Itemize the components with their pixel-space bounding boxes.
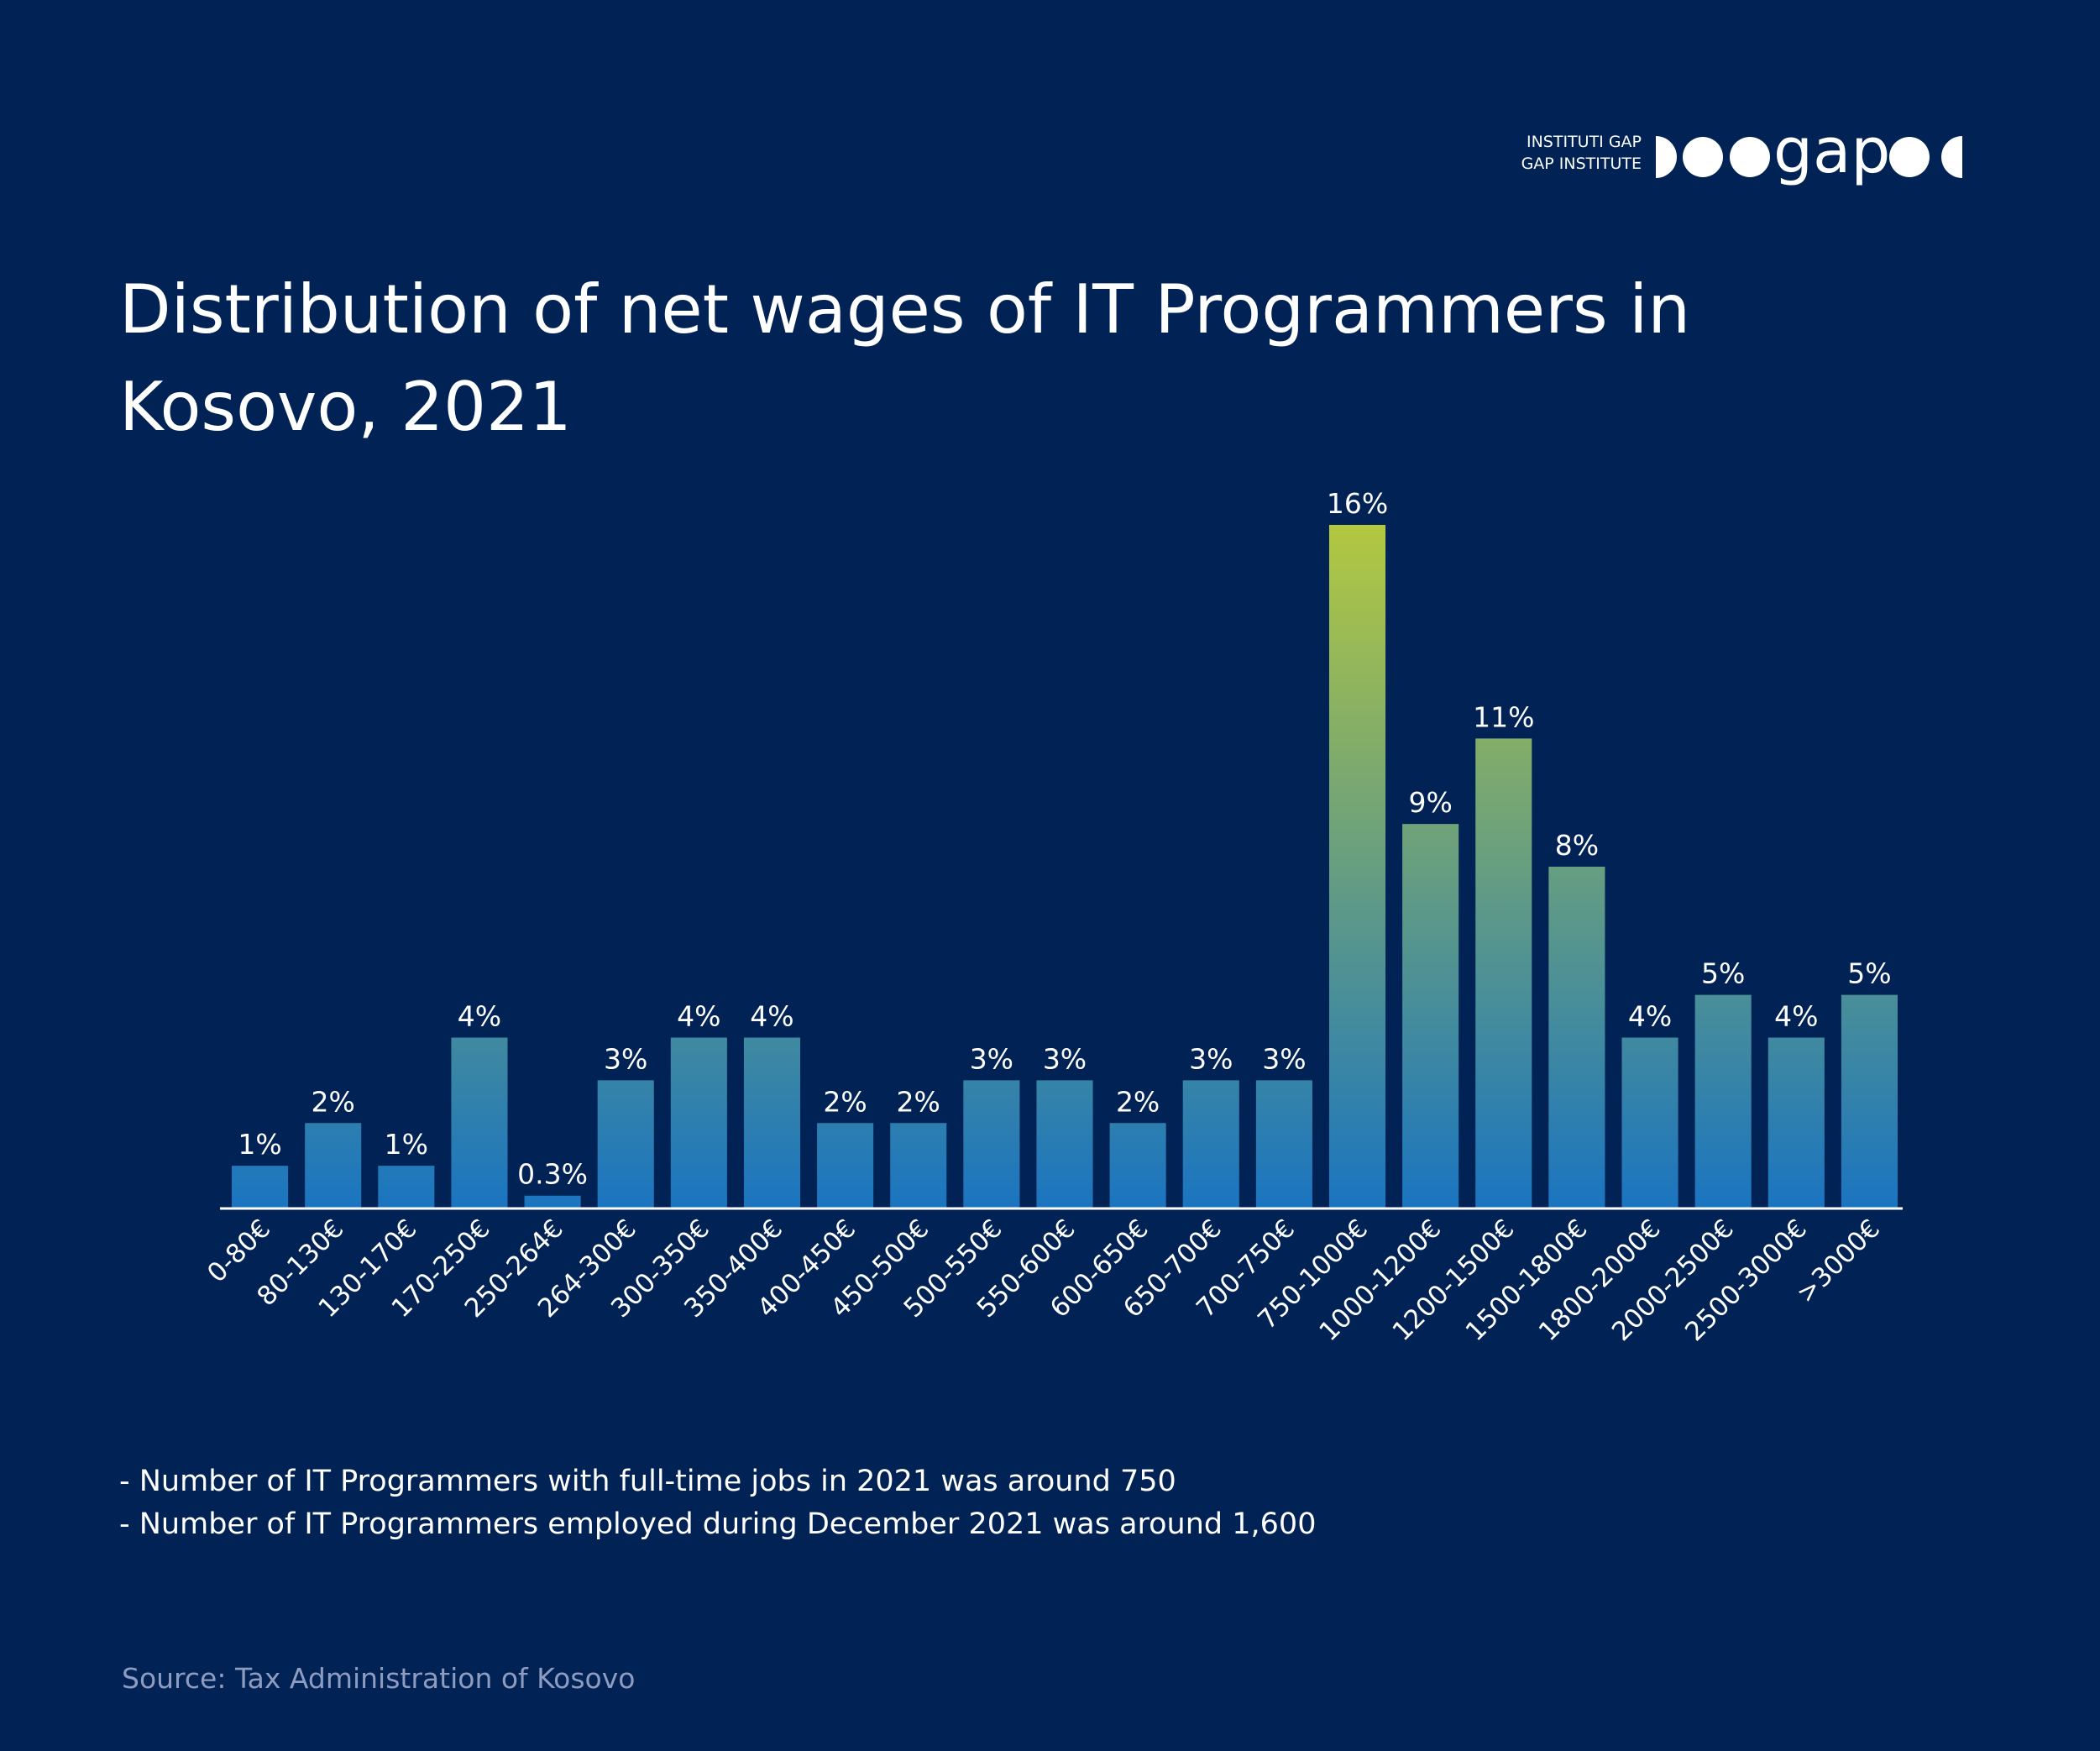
data-label: 8% — [1555, 829, 1599, 862]
bar — [743, 1037, 801, 1208]
logo-line: INSTITUTI GAP — [1527, 133, 1642, 151]
bar — [305, 1123, 362, 1208]
bar — [1841, 994, 1898, 1208]
chart-title: Kosovo, 2021 — [119, 368, 572, 446]
bar — [1182, 1080, 1239, 1208]
bar — [1767, 1037, 1825, 1208]
bar — [1109, 1123, 1166, 1208]
bar — [1328, 525, 1386, 1208]
bar — [1255, 1080, 1312, 1208]
bar — [597, 1080, 654, 1208]
logo-mark — [1656, 136, 1962, 178]
data-label: 1% — [385, 1128, 428, 1161]
note: - Number of IT Programmers with full-tim… — [119, 1465, 1176, 1498]
data-label: 2% — [897, 1085, 940, 1118]
data-label: 11% — [1473, 700, 1534, 733]
data-label: 4% — [1774, 1000, 1818, 1033]
bar — [963, 1080, 1020, 1208]
data-label: 3% — [604, 1042, 647, 1075]
data-label: 0.3% — [517, 1158, 588, 1191]
bar — [1036, 1080, 1093, 1208]
bar — [378, 1166, 435, 1208]
bar — [524, 1195, 581, 1208]
data-label: 4% — [750, 1000, 793, 1033]
source: Source: Tax Administration of Kosovo — [122, 1662, 635, 1695]
data-label: 16% — [1327, 487, 1388, 520]
data-label: 3% — [1262, 1042, 1306, 1075]
bar — [670, 1037, 727, 1208]
data-label: 4% — [458, 1000, 501, 1033]
data-label: 5% — [1701, 957, 1745, 990]
logo-line: GAP INSTITUTE — [1521, 155, 1642, 173]
data-label: 4% — [677, 1000, 720, 1033]
bar — [1694, 994, 1752, 1208]
note: - Number of IT Programmers employed duri… — [119, 1507, 1316, 1541]
bar — [890, 1123, 947, 1208]
bar — [817, 1123, 874, 1208]
data-label: 3% — [1189, 1042, 1233, 1075]
logo-wordmark: gap — [1773, 115, 1890, 187]
bar — [1621, 1037, 1678, 1208]
data-label: 5% — [1847, 957, 1891, 990]
data-label: 3% — [1043, 1042, 1087, 1075]
bar — [451, 1037, 508, 1208]
data-label: 1% — [238, 1128, 281, 1161]
data-label: 2% — [1116, 1085, 1160, 1118]
data-label: 2% — [823, 1085, 867, 1118]
data-label: 3% — [970, 1042, 1013, 1075]
bar — [1548, 867, 1605, 1208]
data-label: 4% — [1628, 1000, 1672, 1033]
chart-title: Distribution of net wages of IT Programm… — [119, 270, 1690, 349]
data-label: 2% — [312, 1085, 355, 1118]
bar — [1475, 738, 1532, 1208]
bar — [1402, 824, 1459, 1208]
bar — [232, 1166, 289, 1208]
data-label: 9% — [1408, 786, 1452, 819]
